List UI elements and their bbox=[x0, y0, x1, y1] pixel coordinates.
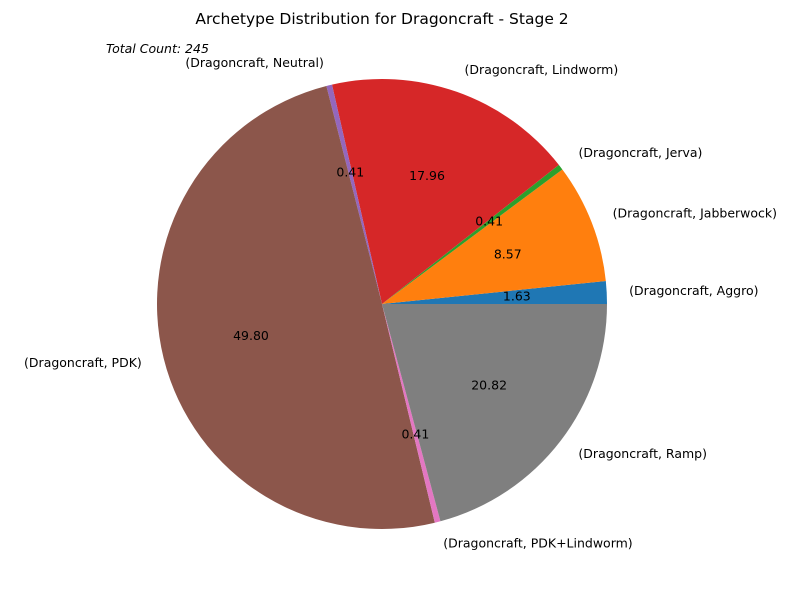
slice-label-0: (Dragoncraft, Aggro) bbox=[629, 283, 758, 298]
percent-label-2: 0.41 bbox=[475, 213, 503, 228]
pie-slice-1 bbox=[382, 169, 606, 304]
percent-label-0: 1.63 bbox=[503, 289, 531, 304]
pie-slice-5 bbox=[157, 85, 435, 529]
percent-label-4: 0.41 bbox=[336, 164, 364, 179]
pie-slice-7 bbox=[382, 304, 607, 522]
slice-label-3: (Dragoncraft, Lindworm) bbox=[465, 62, 619, 77]
percent-labels: 1.63 8.57 0.41 17.96 0.41 49.80 0.41 20.82 bbox=[233, 164, 531, 441]
pie-slice-0 bbox=[382, 280, 607, 304]
pie-slice-4 bbox=[326, 84, 382, 304]
percent-label-5: 49.80 bbox=[233, 328, 269, 343]
pie-slice-3 bbox=[331, 79, 559, 305]
total-count-annotation: Total Count: 245 bbox=[106, 41, 209, 56]
percent-label-7: 20.82 bbox=[471, 378, 507, 393]
slice-label-6: (Dragoncraft, PDK+Lindworm) bbox=[443, 535, 632, 550]
pie-slice-6 bbox=[382, 304, 441, 523]
slice-label-2: (Dragoncraft, Jerva) bbox=[578, 145, 702, 160]
percent-label-1: 8.57 bbox=[494, 246, 522, 261]
slice-label-4: (Dragoncraft, Neutral) bbox=[185, 55, 324, 70]
slice-labels: (Dragoncraft, Aggro) (Dragoncraft, Jabber… bbox=[24, 55, 777, 550]
slice-label-1: (Dragoncraft, Jabberwock) bbox=[613, 206, 777, 221]
pie-slices bbox=[157, 79, 607, 529]
slice-label-7: (Dragoncraft, Ramp) bbox=[578, 446, 707, 461]
percent-label-6: 0.41 bbox=[401, 426, 429, 441]
slice-label-5: (Dragoncraft, PDK) bbox=[24, 355, 142, 370]
percent-label-3: 17.96 bbox=[409, 168, 445, 183]
pie-slice-2 bbox=[382, 164, 563, 304]
chart-title: Archetype Distribution for Dragoncraft -… bbox=[195, 10, 568, 28]
